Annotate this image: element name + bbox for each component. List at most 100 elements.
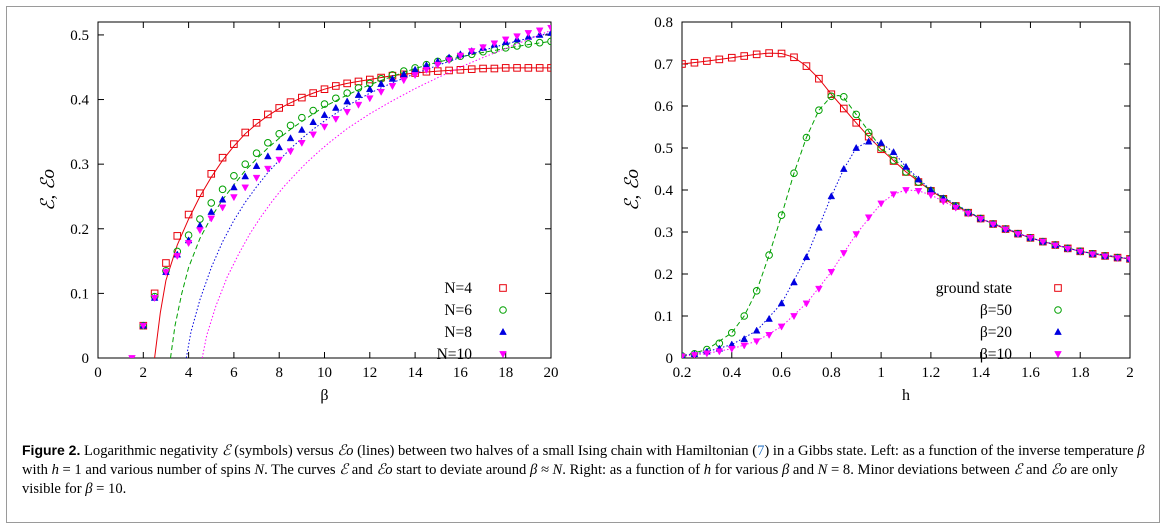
- legend-symbol: [499, 306, 507, 314]
- y-tick-label: 0: [82, 351, 90, 367]
- y-tick-label: 0.3: [70, 157, 89, 173]
- series-line: [682, 94, 1130, 357]
- data-point: [790, 53, 798, 62]
- data-point: [286, 148, 295, 156]
- caption-text: (symbols) versus: [230, 443, 338, 459]
- data-point: [535, 38, 544, 47]
- legend-symbol: [499, 351, 507, 359]
- caption-text: with: [22, 462, 52, 478]
- caption-symbol: h: [703, 462, 712, 478]
- data-point: [777, 49, 786, 58]
- data-point: [365, 85, 374, 93]
- data-point: [1001, 226, 1010, 234]
- data-point: [218, 195, 227, 203]
- data-point: [864, 137, 873, 145]
- data-point: [332, 94, 340, 103]
- y-tick-label: 0.2: [654, 267, 673, 283]
- data-point: [354, 101, 363, 109]
- data-point: [777, 211, 786, 219]
- data-point: [501, 64, 510, 72]
- x-tick-label: 0.8: [822, 365, 841, 381]
- data-point: [286, 121, 295, 130]
- data-point: [839, 92, 848, 101]
- figure-frame: [6, 6, 1160, 523]
- data-point: [939, 198, 948, 206]
- y-tick-label: 0.2: [70, 222, 89, 238]
- y-tick-label: 0: [666, 351, 674, 367]
- data-point: [230, 140, 238, 148]
- data-point: [802, 300, 811, 308]
- data-point: [218, 204, 227, 212]
- data-point: [535, 27, 544, 35]
- legend-label: ground state: [936, 280, 1012, 297]
- data-point: [839, 104, 848, 113]
- data-point: [740, 342, 749, 350]
- legend-symbol: [1054, 306, 1062, 314]
- caption-text: = 8. Minor deviations between: [827, 462, 1014, 478]
- x-tick-label: 0.2: [673, 365, 692, 381]
- data-point: [298, 139, 306, 147]
- data-point: [889, 191, 898, 199]
- data-point: [827, 269, 836, 277]
- data-point: [703, 57, 711, 65]
- data-point: [320, 100, 329, 108]
- legend-label: N=10: [437, 346, 473, 363]
- data-point: [490, 64, 499, 73]
- caption-text: . Right: as a function of: [562, 462, 704, 478]
- equation-reference-link[interactable]: 7: [757, 443, 765, 459]
- data-point: [433, 61, 442, 69]
- data-point: [275, 143, 284, 151]
- caption-symbol: ℰ: [221, 443, 231, 459]
- data-point: [445, 57, 453, 65]
- caption-text: and: [1022, 462, 1051, 478]
- data-point: [218, 153, 227, 162]
- x-tick-label: 1.8: [1071, 365, 1090, 381]
- data-point: [989, 221, 997, 229]
- data-point: [547, 37, 551, 46]
- data-point: [727, 53, 736, 62]
- data-point: [388, 83, 397, 91]
- data-point: [877, 200, 885, 208]
- data-point: [535, 64, 544, 72]
- data-point: [964, 210, 973, 218]
- x-tick-label: 0.4: [722, 365, 741, 381]
- y-tick-label: 0.8: [654, 15, 673, 31]
- data-point: [1039, 238, 1047, 246]
- data-point: [802, 253, 811, 261]
- data-point: [765, 314, 773, 322]
- data-point: [377, 79, 385, 87]
- data-point: [196, 189, 204, 198]
- data-point: [264, 152, 272, 160]
- x-tick-label: 1: [877, 365, 885, 381]
- data-point: [513, 33, 521, 41]
- data-point: [230, 183, 238, 191]
- legend-label: N=4: [444, 280, 472, 297]
- series-line: [682, 140, 1130, 357]
- y-axis-label: ℰ, ℰo: [622, 169, 643, 211]
- data-point: [914, 175, 923, 183]
- data-point: [682, 353, 686, 358]
- legend-symbol: [1054, 327, 1062, 335]
- figure-label: Figure 2.: [22, 442, 81, 458]
- data-point: [852, 143, 861, 151]
- data-point: [877, 138, 885, 146]
- x-tick-label: 12: [362, 365, 377, 381]
- data-point: [309, 106, 317, 115]
- data-point: [864, 128, 873, 137]
- figure-caption: Figure 2. Logarithmic negativity ℰ (symb…: [22, 441, 1147, 499]
- data-point: [184, 210, 193, 219]
- y-tick-label: 0.1: [70, 286, 89, 302]
- data-point: [332, 103, 340, 111]
- data-point: [252, 161, 261, 169]
- data-point: [682, 352, 686, 358]
- data-point: [399, 70, 408, 78]
- data-point: [252, 149, 261, 157]
- data-point: [309, 89, 317, 97]
- data-point: [286, 98, 295, 106]
- data-point: [927, 192, 935, 200]
- caption-symbol: β ≈ N: [529, 462, 563, 478]
- data-point: [275, 129, 284, 138]
- data-point: [752, 338, 761, 346]
- data-point: [320, 123, 329, 131]
- caption-text: start to deviate around: [392, 462, 530, 478]
